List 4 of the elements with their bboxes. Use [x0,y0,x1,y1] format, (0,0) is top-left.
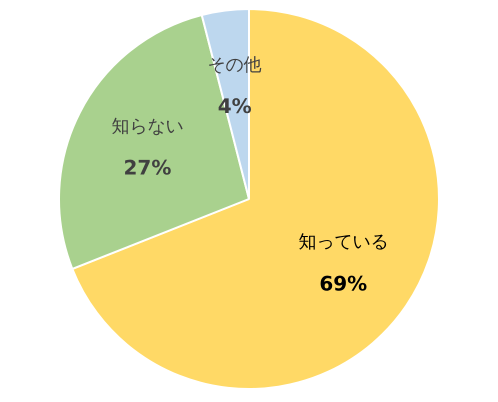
data-label: 27% [123,155,172,180]
data-label: 69% [319,271,368,296]
slice-label: 知らない [111,116,184,137]
slice-label: 知っている [298,232,388,253]
